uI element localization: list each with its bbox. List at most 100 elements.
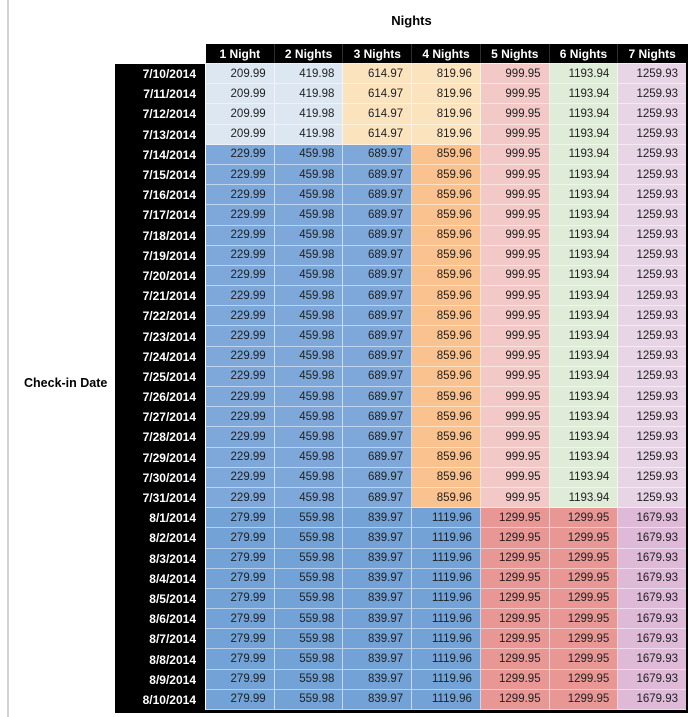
price-cell[interactable]: 1193.94 xyxy=(549,104,619,125)
date-cell[interactable]: 7/16/2014 xyxy=(115,185,206,206)
date-cell[interactable]: 7/12/2014 xyxy=(115,104,206,125)
price-cell[interactable]: 559.98 xyxy=(274,649,344,670)
price-cell[interactable]: 1259.93 xyxy=(618,346,687,367)
price-cell[interactable]: 1679.93 xyxy=(618,528,687,549)
price-cell[interactable]: 279.99 xyxy=(206,548,275,569)
price-cell[interactable]: 839.97 xyxy=(343,568,413,589)
price-cell[interactable]: 819.96 xyxy=(412,124,481,145)
price-cell[interactable]: 1193.94 xyxy=(549,306,619,327)
date-cell[interactable]: 7/19/2014 xyxy=(115,245,206,266)
price-cell[interactable]: 1299.95 xyxy=(480,548,550,569)
price-cell[interactable]: 859.96 xyxy=(412,346,481,367)
price-cell[interactable]: 229.99 xyxy=(206,144,275,165)
price-cell[interactable]: 859.96 xyxy=(412,487,481,509)
column-header[interactable]: 2 Nights xyxy=(274,44,344,63)
price-cell[interactable]: 999.95 xyxy=(480,64,550,85)
price-cell[interactable]: 614.97 xyxy=(343,104,413,125)
date-cell[interactable]: 7/27/2014 xyxy=(115,407,206,428)
price-cell[interactable]: 419.98 xyxy=(274,84,344,105)
price-cell[interactable]: 999.95 xyxy=(480,366,550,387)
price-cell[interactable]: 999.95 xyxy=(480,467,550,488)
date-cell[interactable]: 8/5/2014 xyxy=(115,588,206,610)
price-cell[interactable]: 689.97 xyxy=(343,306,413,327)
price-cell[interactable]: 279.99 xyxy=(206,528,275,549)
price-cell[interactable]: 1259.93 xyxy=(618,326,687,347)
price-cell[interactable]: 1299.95 xyxy=(480,588,550,610)
price-cell[interactable]: 839.97 xyxy=(343,508,413,529)
price-cell[interactable]: 1119.96 xyxy=(412,689,481,710)
price-cell[interactable]: 1193.94 xyxy=(549,467,619,488)
price-cell[interactable]: 689.97 xyxy=(343,245,413,266)
price-cell[interactable]: 859.96 xyxy=(412,427,481,448)
price-cell[interactable]: 1259.93 xyxy=(618,366,687,387)
price-cell[interactable]: 1193.94 xyxy=(549,366,619,387)
price-cell[interactable]: 1299.95 xyxy=(549,629,619,650)
price-cell[interactable]: 689.97 xyxy=(343,467,413,488)
date-cell[interactable]: 8/3/2014 xyxy=(115,548,206,569)
price-cell[interactable]: 689.97 xyxy=(343,265,413,287)
price-cell[interactable]: 859.96 xyxy=(412,387,481,408)
price-cell[interactable]: 1299.95 xyxy=(549,669,619,690)
column-header[interactable]: 5 Nights xyxy=(480,44,550,63)
price-cell[interactable]: 1299.95 xyxy=(480,528,550,549)
price-cell[interactable]: 1679.93 xyxy=(618,548,687,569)
price-cell[interactable]: 279.99 xyxy=(206,689,275,710)
price-cell[interactable]: 279.99 xyxy=(206,609,275,630)
price-cell[interactable]: 1299.95 xyxy=(480,629,550,650)
price-cell[interactable]: 229.99 xyxy=(206,467,275,488)
price-cell[interactable]: 614.97 xyxy=(343,84,413,105)
date-cell[interactable]: 8/10/2014 xyxy=(115,689,206,710)
price-cell[interactable]: 459.98 xyxy=(274,407,344,428)
date-cell[interactable]: 7/13/2014 xyxy=(115,124,206,145)
price-cell[interactable]: 1193.94 xyxy=(549,427,619,448)
price-cell[interactable]: 279.99 xyxy=(206,669,275,690)
price-cell[interactable]: 1259.93 xyxy=(618,185,687,206)
price-cell[interactable]: 859.96 xyxy=(412,306,481,327)
price-cell[interactable]: 1193.94 xyxy=(549,326,619,347)
price-cell[interactable]: 1259.93 xyxy=(618,306,687,327)
price-cell[interactable]: 459.98 xyxy=(274,427,344,448)
price-cell[interactable]: 819.96 xyxy=(412,84,481,105)
price-cell[interactable]: 1259.93 xyxy=(618,245,687,266)
price-cell[interactable]: 859.96 xyxy=(412,164,481,186)
price-cell[interactable]: 1679.93 xyxy=(618,629,687,650)
date-cell[interactable]: 7/22/2014 xyxy=(115,306,206,327)
price-cell[interactable]: 279.99 xyxy=(206,588,275,610)
price-cell[interactable]: 689.97 xyxy=(343,346,413,367)
price-cell[interactable]: 459.98 xyxy=(274,205,344,226)
price-cell[interactable]: 229.99 xyxy=(206,326,275,347)
price-cell[interactable]: 209.99 xyxy=(206,104,275,125)
price-cell[interactable]: 999.95 xyxy=(480,326,550,347)
price-cell[interactable]: 459.98 xyxy=(274,346,344,367)
date-cell[interactable]: 7/20/2014 xyxy=(115,265,206,287)
price-cell[interactable]: 229.99 xyxy=(206,487,275,509)
date-cell[interactable]: 7/30/2014 xyxy=(115,467,206,488)
price-cell[interactable]: 859.96 xyxy=(412,407,481,428)
price-cell[interactable]: 1193.94 xyxy=(549,387,619,408)
date-cell[interactable]: 7/15/2014 xyxy=(115,164,206,186)
price-cell[interactable]: 1119.96 xyxy=(412,548,481,569)
price-cell[interactable]: 1193.94 xyxy=(549,487,619,509)
price-cell[interactable]: 209.99 xyxy=(206,124,275,145)
price-cell[interactable]: 1259.93 xyxy=(618,407,687,428)
date-cell[interactable]: 7/18/2014 xyxy=(115,225,206,246)
date-cell[interactable]: 7/26/2014 xyxy=(115,387,206,408)
price-cell[interactable]: 1299.95 xyxy=(480,568,550,589)
price-cell[interactable]: 459.98 xyxy=(274,286,344,307)
price-cell[interactable]: 229.99 xyxy=(206,245,275,266)
date-cell[interactable]: 7/23/2014 xyxy=(115,326,206,347)
price-cell[interactable]: 839.97 xyxy=(343,689,413,710)
price-cell[interactable]: 229.99 xyxy=(206,447,275,468)
price-cell[interactable]: 859.96 xyxy=(412,447,481,468)
price-cell[interactable]: 859.96 xyxy=(412,326,481,347)
price-cell[interactable]: 1679.93 xyxy=(618,609,687,630)
price-cell[interactable]: 459.98 xyxy=(274,185,344,206)
price-cell[interactable]: 689.97 xyxy=(343,407,413,428)
price-cell[interactable]: 859.96 xyxy=(412,144,481,165)
price-cell[interactable]: 689.97 xyxy=(343,164,413,186)
price-cell[interactable]: 559.98 xyxy=(274,609,344,630)
date-cell[interactable]: 7/25/2014 xyxy=(115,366,206,387)
price-cell[interactable]: 1259.93 xyxy=(618,124,687,145)
date-cell[interactable]: 7/14/2014 xyxy=(115,144,206,165)
price-cell[interactable]: 689.97 xyxy=(343,144,413,165)
